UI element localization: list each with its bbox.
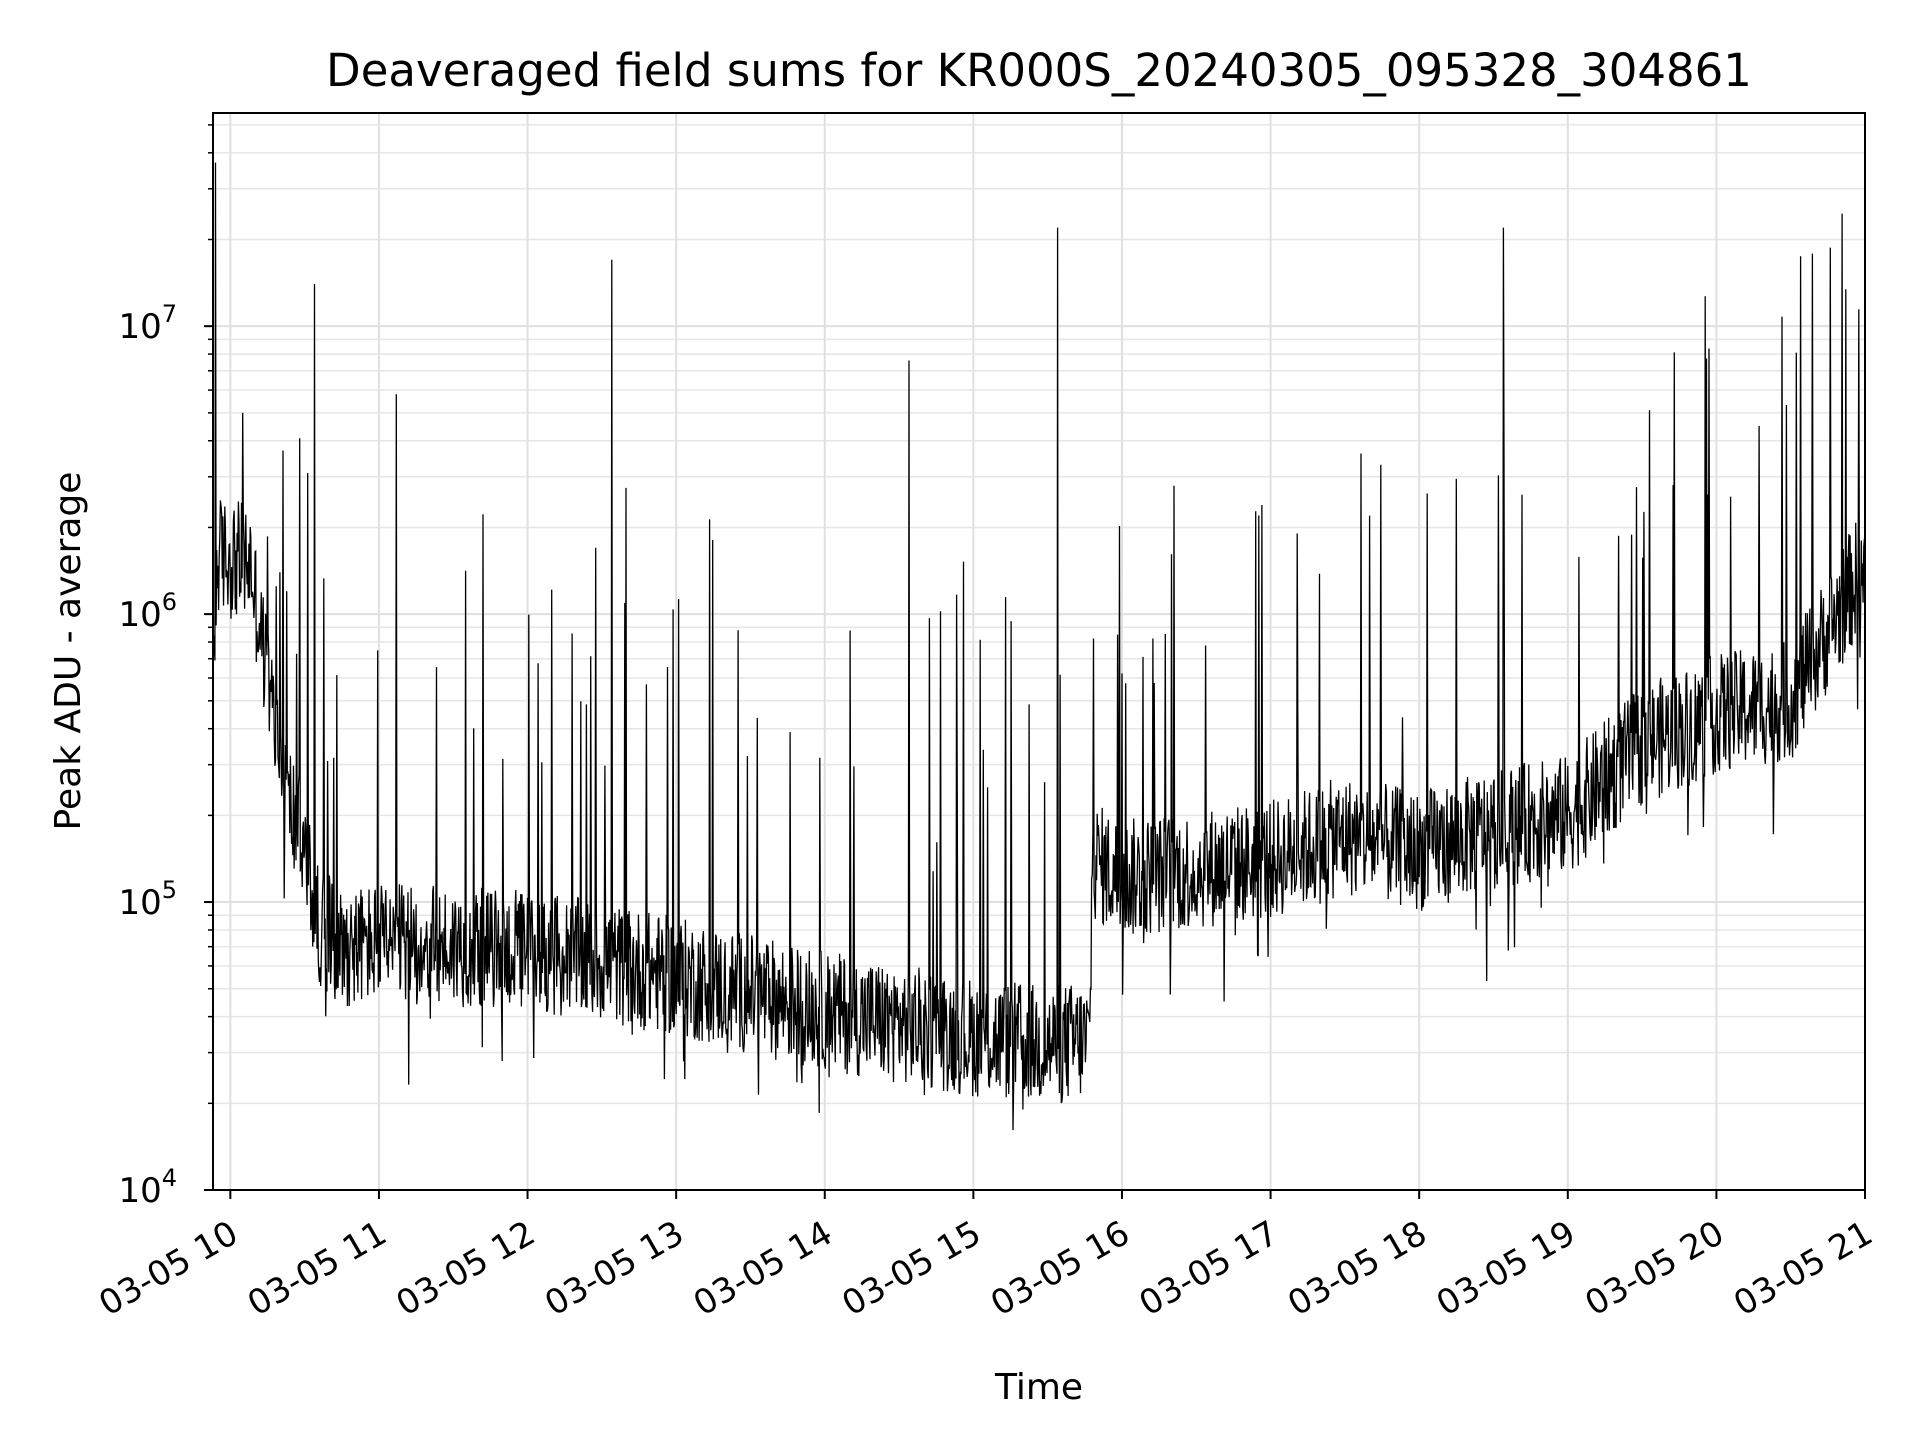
series-layer <box>212 162 1866 1131</box>
y-axis: 104 105 106 107 <box>118 124 213 1211</box>
x-tick-label: 03-05 10 <box>92 1213 244 1324</box>
x-tick-label: 03-05 13 <box>538 1213 690 1324</box>
y-tick-label: 104 <box>118 1164 177 1211</box>
x-tick-label: 03-05 21 <box>1727 1213 1879 1324</box>
x-tick-label: 03-05 19 <box>1430 1213 1582 1324</box>
x-tick-label: 03-05 16 <box>984 1213 1136 1324</box>
y-tick-label: 106 <box>118 588 177 635</box>
x-tick-label: 03-05 15 <box>835 1213 987 1324</box>
x-tick-label: 03-05 12 <box>390 1213 542 1324</box>
y-tick-label: 105 <box>118 876 177 923</box>
series-line <box>212 162 1866 1131</box>
plot-frame <box>212 112 1866 1191</box>
x-tick-label: 03-05 18 <box>1281 1213 1433 1324</box>
x-tick-label: 03-05 14 <box>687 1213 839 1324</box>
x-tick-label: 03-05 20 <box>1579 1213 1731 1324</box>
x-tick-label: 03-05 11 <box>241 1213 393 1324</box>
x-tick-label: 03-05 17 <box>1133 1213 1285 1324</box>
x-axis-label: Time <box>994 1367 1083 1408</box>
chart-title: Deaveraged field sums for KR000S_2024030… <box>326 44 1752 97</box>
y-axis-label: Peak ADU - average <box>48 472 89 831</box>
y-tick-label: 107 <box>118 300 177 347</box>
